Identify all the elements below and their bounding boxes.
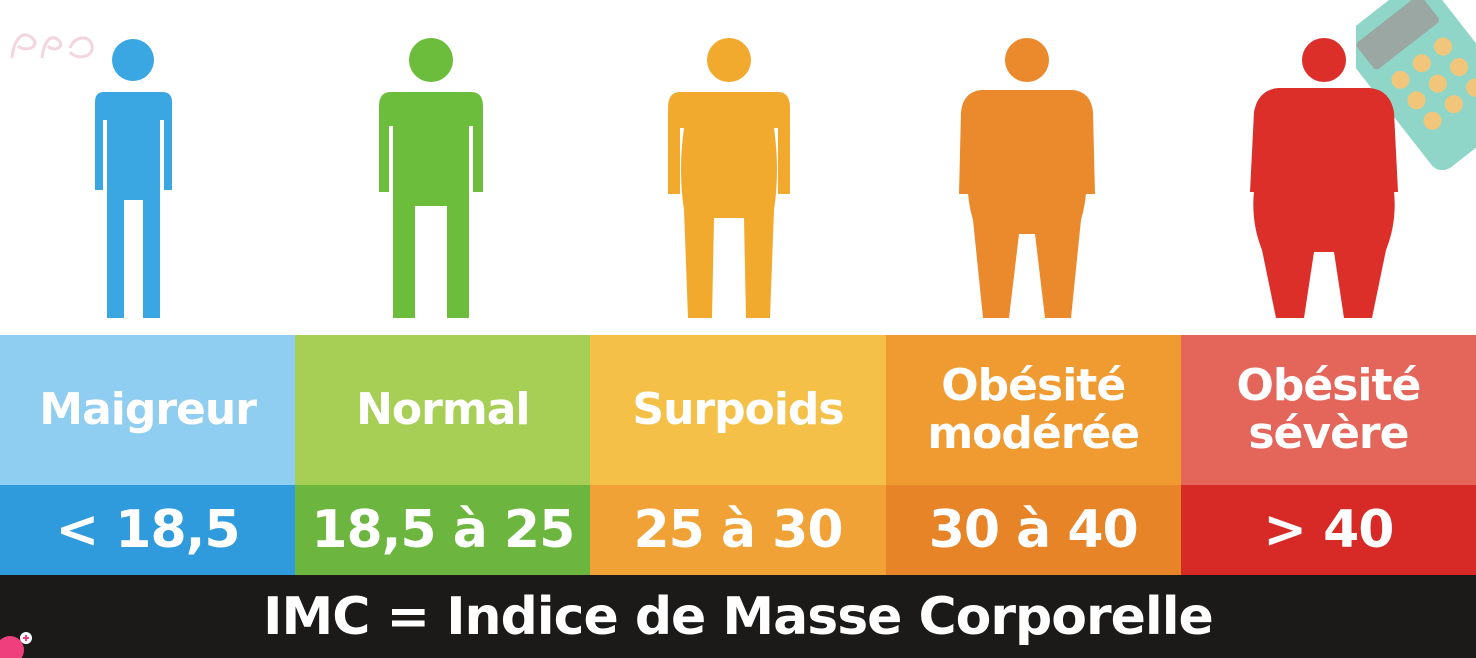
range-value: < 18,5 [0,485,296,575]
figure-normal-icon [295,0,590,330]
category-label: Normal [295,335,591,485]
band-normal: Normal 18,5 à 25 [295,335,591,575]
figure-maigreur-icon [0,0,295,330]
corner-doodle-icon [0,632,32,658]
band-maigreur: Maigreur < 18,5 [0,335,296,575]
figure-row [0,0,1475,330]
band-surpoids: Surpoids 25 à 30 [590,335,886,575]
range-value: 30 à 40 [885,485,1181,575]
range-value: > 40 [1180,485,1476,575]
figure-surpoids-icon [590,0,885,330]
band-severe: Obésité sévère > 40 [1180,335,1476,575]
logo-scrawl [10,33,94,59]
band-moderee: Obésité modérée 30 à 40 [885,335,1181,575]
category-label: Maigreur [0,335,296,485]
range-value: 18,5 à 25 [295,485,591,575]
calculator-icon [1356,0,1476,170]
figure-severe-icon [1180,0,1475,330]
category-label: Obésité sévère [1180,335,1476,485]
category-label: Obésité modérée [885,335,1181,485]
bmi-bands: Maigreur < 18,5 Normal 18,5 à 25 Surpoid… [0,335,1476,575]
range-value: 25 à 30 [590,485,886,575]
footer-definition: IMC = Indice de Masse Corporelle [0,575,1476,658]
figure-moderee-icon [885,0,1180,330]
category-label: Surpoids [590,335,886,485]
